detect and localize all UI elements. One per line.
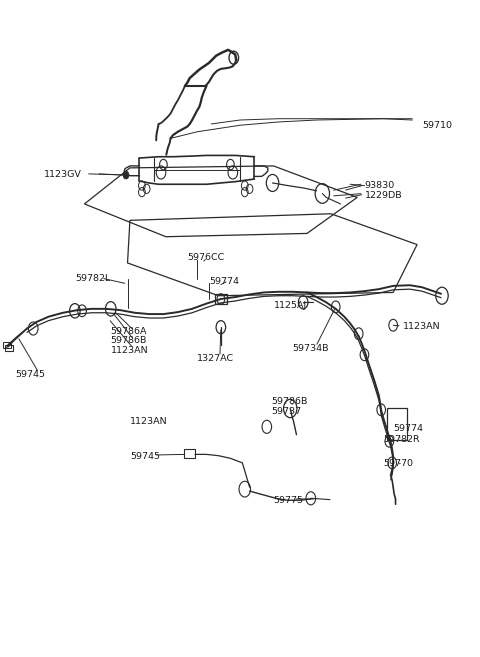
Bar <box>215 294 227 304</box>
Bar <box>387 409 407 440</box>
Text: 59734B: 59734B <box>293 344 329 353</box>
Text: 1229DB: 1229DB <box>364 191 402 200</box>
Text: 1123AN: 1123AN <box>130 417 168 426</box>
Text: 1125AJ: 1125AJ <box>274 301 307 310</box>
Text: 59775: 59775 <box>274 496 303 505</box>
Text: 59745: 59745 <box>130 452 160 461</box>
Circle shape <box>123 171 129 179</box>
Text: 59774: 59774 <box>209 277 239 286</box>
Text: 1123AN: 1123AN <box>403 322 440 331</box>
Text: 59786A: 59786A <box>111 327 147 336</box>
Text: 1327AC: 1327AC <box>197 353 234 363</box>
Text: 59782L: 59782L <box>75 274 110 283</box>
Text: 5976CC: 5976CC <box>187 253 225 262</box>
Text: 59710: 59710 <box>422 121 452 130</box>
Text: 93830: 93830 <box>364 181 395 190</box>
Text: 59737: 59737 <box>271 407 301 416</box>
Text: 1123AN: 1123AN <box>111 346 148 355</box>
Text: 59745: 59745 <box>15 370 45 379</box>
Bar <box>3 342 11 348</box>
Text: 1123GV: 1123GV <box>44 170 82 179</box>
Text: 59770: 59770 <box>384 459 414 468</box>
Text: 59782R: 59782R <box>384 436 420 444</box>
Circle shape <box>123 172 128 178</box>
Text: 59786B: 59786B <box>111 336 147 346</box>
Bar <box>4 345 13 351</box>
Text: 59774: 59774 <box>393 424 423 433</box>
Bar <box>183 449 195 459</box>
Text: 59786B: 59786B <box>271 397 308 407</box>
